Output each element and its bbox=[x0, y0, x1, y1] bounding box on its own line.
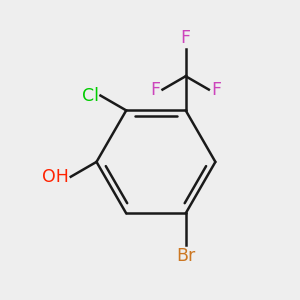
Text: F: F bbox=[211, 81, 221, 99]
Text: OH: OH bbox=[42, 168, 69, 186]
Text: Cl: Cl bbox=[82, 86, 99, 104]
Text: F: F bbox=[150, 81, 160, 99]
Text: F: F bbox=[181, 29, 191, 47]
Text: Br: Br bbox=[176, 247, 195, 265]
